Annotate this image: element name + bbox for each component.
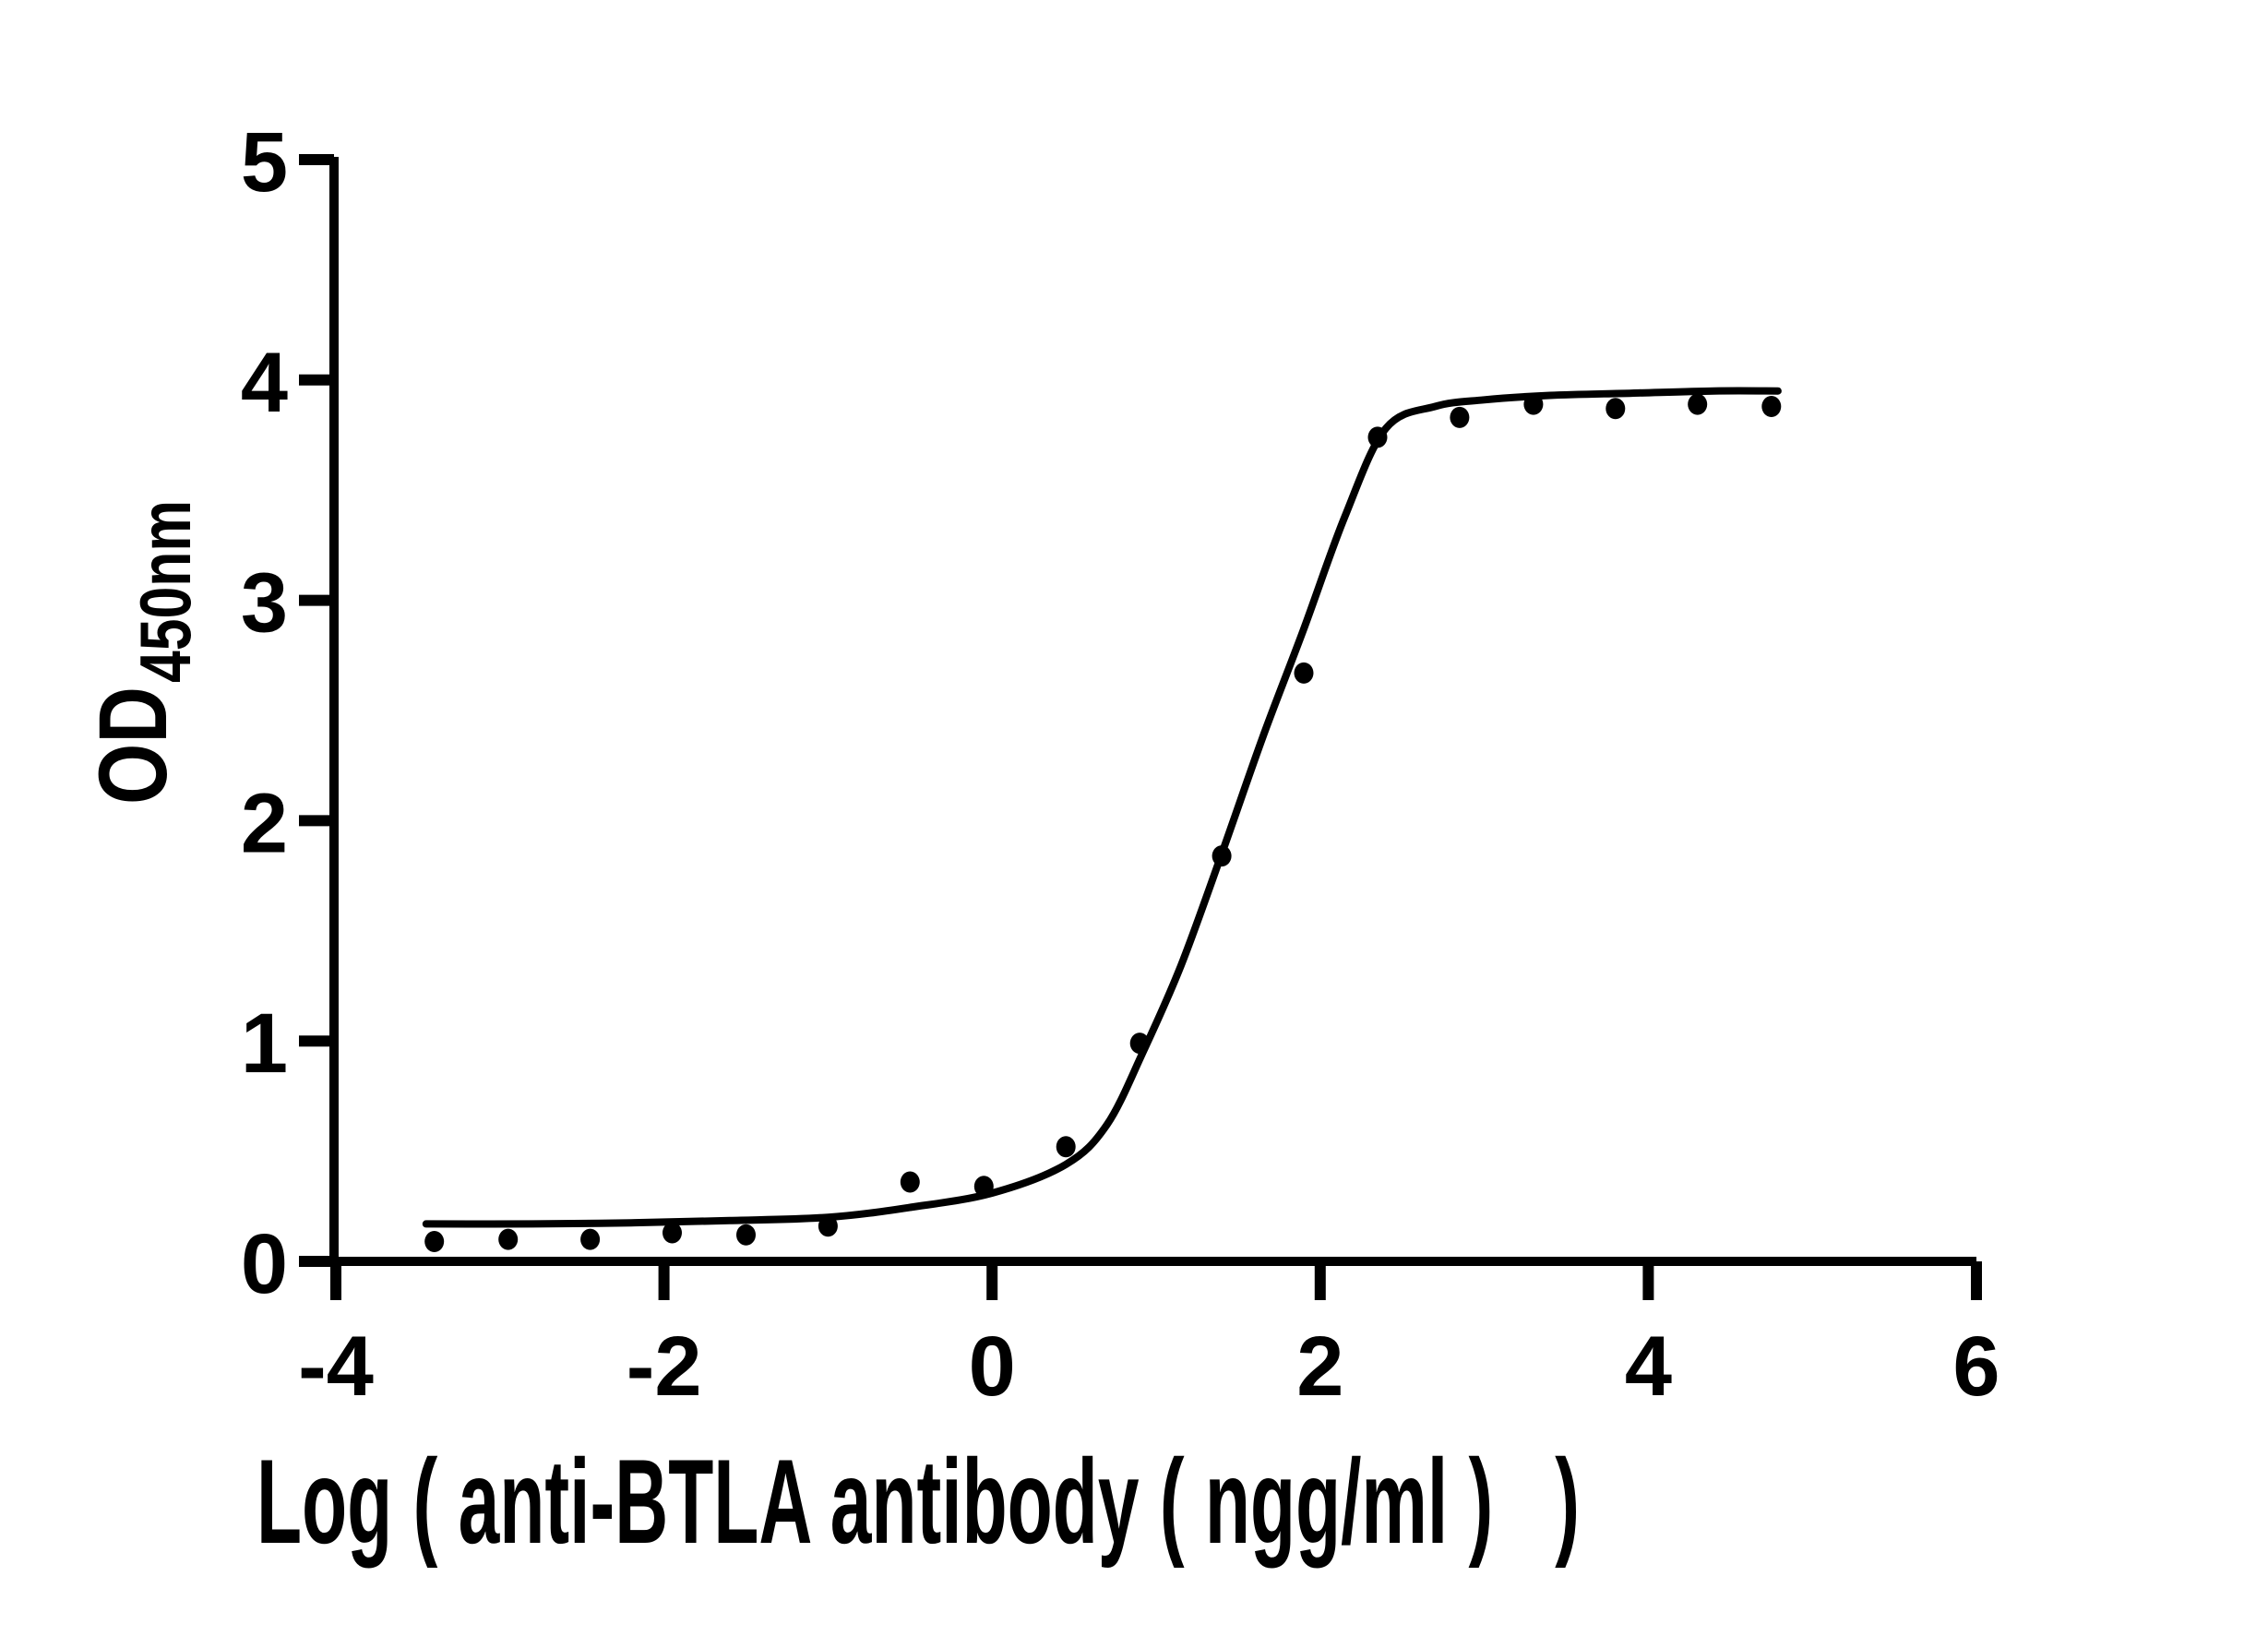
y-tick-label: 3	[241, 556, 288, 651]
data-point	[1367, 426, 1388, 448]
data-point	[1688, 393, 1708, 415]
data-point	[1129, 1033, 1150, 1055]
tick-label-group: 0 1 2 3 4 5 -4 -2 0 2 4 6	[241, 115, 2000, 1414]
data-point	[1056, 1136, 1076, 1158]
x-tick-label: -4	[298, 1320, 374, 1414]
data-point	[1212, 845, 1232, 867]
data-point	[498, 1228, 519, 1250]
data-point	[736, 1224, 756, 1246]
data-point	[1450, 406, 1470, 428]
data-point	[424, 1231, 445, 1252]
y-tick-label: 4	[241, 336, 288, 430]
data-point	[662, 1222, 682, 1244]
x-tick-label: 0	[969, 1320, 1016, 1414]
y-tick-label: 2	[241, 776, 288, 870]
y-tick-label: 0	[241, 1217, 288, 1311]
data-point-group	[424, 393, 1782, 1252]
fit-curve-group	[422, 387, 1782, 1228]
y-axis-title-main: OD	[79, 687, 187, 805]
x-tick-label: 4	[1625, 1320, 1672, 1414]
data-point	[1606, 398, 1626, 420]
data-point	[818, 1215, 838, 1237]
x-axis-title: Log ( anti-BTLA antibody ( ngg/ml ) )	[257, 1434, 1580, 1569]
x-tick-label: 2	[1296, 1320, 1343, 1414]
y-axis-title-subscript: 450nm	[125, 500, 206, 683]
data-point	[1523, 393, 1544, 415]
data-point	[1294, 662, 1314, 684]
axes-group	[329, 157, 1976, 1266]
data-point	[1761, 396, 1782, 417]
fit-curve	[422, 387, 1782, 1228]
data-point	[900, 1171, 920, 1193]
x-tick-label: -2	[627, 1320, 702, 1414]
y-tick-label: 5	[241, 115, 288, 209]
x-tick-label: 6	[1952, 1320, 1999, 1414]
data-point	[973, 1176, 994, 1198]
data-point	[580, 1228, 601, 1250]
tick-group	[299, 154, 1982, 1300]
y-tick-label: 1	[241, 997, 288, 1091]
